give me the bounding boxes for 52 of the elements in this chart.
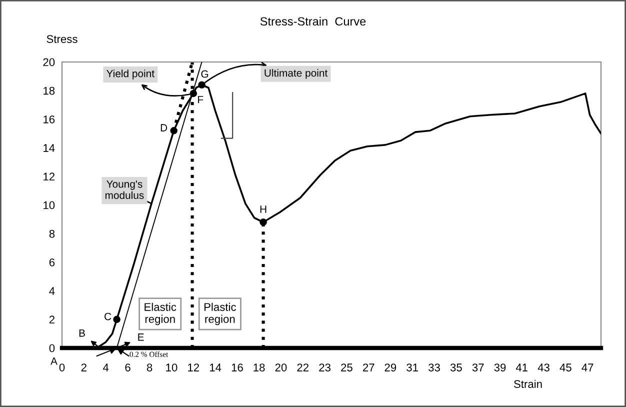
x-tick-label: 27 (363, 364, 374, 372)
x-tick-label: 2 (81, 364, 86, 372)
x-tick-label: 35 (450, 364, 462, 372)
x-tick-label: 18 (254, 364, 265, 372)
annotation: F (198, 96, 204, 104)
annotation: G (201, 70, 208, 78)
x-tick-label: 8 (146, 364, 152, 372)
x-tick-label: 25 (341, 364, 352, 372)
x-tick-label: 39 (494, 364, 506, 372)
annotation: B (79, 330, 85, 337)
y-tick-label: 16 (44, 115, 55, 124)
annotation: H (260, 206, 266, 213)
x-tick-label: 29 (384, 364, 396, 372)
annotation: Elastic region (144, 302, 176, 326)
annotation: C (104, 312, 112, 320)
x-tick-label: 4 (103, 364, 109, 372)
y-tick-label: 6 (49, 258, 55, 266)
x-tick-label: 6 (125, 364, 130, 372)
x-tick-label: 10 (166, 364, 178, 372)
y-tick-label: 14 (44, 144, 55, 152)
annotation: Young's modulus (105, 180, 144, 199)
y-tick-label: 0 (49, 344, 55, 352)
x-tick-label: 47 (582, 364, 594, 372)
x-tick-label: 33 (428, 364, 440, 372)
annotation: Plastic region (204, 302, 236, 326)
x-tick-label: 20 (275, 364, 287, 372)
x-tick-label: 23 (319, 364, 330, 372)
y-tick-label: 4 (49, 287, 55, 295)
annotation: Yield point (106, 70, 154, 80)
y-tick-label: 2 (49, 316, 54, 324)
x-tick-label: 0 (59, 364, 65, 372)
x-tick-label: 16 (232, 364, 243, 372)
x-tick-label: 14 (210, 364, 222, 372)
x-axis-title: Strain (514, 380, 542, 388)
annotation: D (160, 124, 168, 132)
x-tick-label: 45 (560, 364, 572, 372)
chart-title: Stress-Strain Curve (260, 16, 366, 26)
x-tick-label: 12 (188, 364, 200, 372)
x-tick-label: 41 (516, 364, 528, 372)
x-tick-label: 37 (472, 364, 484, 372)
y-tick-label: 8 (49, 230, 55, 238)
y-tick-label: 18 (44, 86, 55, 95)
x-tick-label: 22 (297, 364, 308, 372)
annotation: Ultimate point (264, 69, 328, 79)
y-axis-title: Stress (46, 35, 78, 43)
annotation: A (50, 358, 58, 365)
y-tick-label: 10 (44, 201, 55, 210)
x-tick-label: 43 (538, 364, 550, 372)
y-tick-label: 20 (43, 58, 55, 66)
annotation: E (138, 334, 144, 341)
y-tick-label: 12 (44, 172, 54, 180)
x-tick-label: 31 (406, 364, 418, 372)
